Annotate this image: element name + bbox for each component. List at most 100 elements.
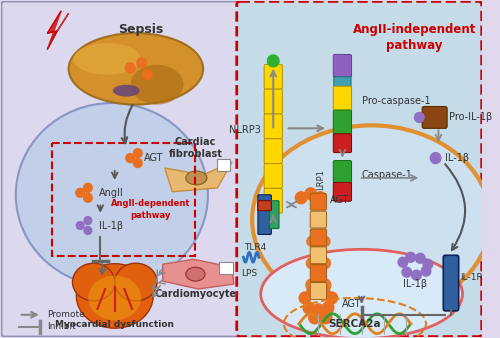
Text: LRP1: LRP1 xyxy=(316,169,325,190)
Circle shape xyxy=(307,237,316,246)
Circle shape xyxy=(305,188,316,200)
Circle shape xyxy=(312,284,324,296)
Ellipse shape xyxy=(130,65,184,104)
Circle shape xyxy=(320,237,330,246)
Circle shape xyxy=(326,292,338,304)
Text: AngII-independent
pathway: AngII-independent pathway xyxy=(353,23,476,52)
Text: IL-1β: IL-1β xyxy=(403,279,427,289)
Circle shape xyxy=(314,241,323,251)
FancyBboxPatch shape xyxy=(2,1,240,337)
Text: AngII: AngII xyxy=(100,188,124,198)
FancyBboxPatch shape xyxy=(264,139,282,164)
Circle shape xyxy=(314,192,326,204)
Ellipse shape xyxy=(261,249,462,338)
Circle shape xyxy=(318,286,330,298)
Text: Sepsis: Sepsis xyxy=(118,23,164,36)
FancyBboxPatch shape xyxy=(270,201,279,228)
Ellipse shape xyxy=(186,171,207,185)
Circle shape xyxy=(134,159,142,168)
FancyBboxPatch shape xyxy=(334,110,351,135)
Circle shape xyxy=(84,226,92,235)
FancyBboxPatch shape xyxy=(334,77,351,87)
Ellipse shape xyxy=(72,263,114,301)
Text: Promote: Promote xyxy=(48,310,85,319)
Circle shape xyxy=(313,263,324,274)
Ellipse shape xyxy=(252,125,490,314)
Circle shape xyxy=(309,312,320,324)
FancyBboxPatch shape xyxy=(310,229,326,246)
Circle shape xyxy=(303,302,314,314)
Circle shape xyxy=(320,258,330,269)
Circle shape xyxy=(402,267,411,277)
Polygon shape xyxy=(163,259,234,289)
Text: LPS: LPS xyxy=(241,269,258,278)
FancyBboxPatch shape xyxy=(236,1,482,337)
FancyBboxPatch shape xyxy=(422,106,447,128)
Text: Pro-caspase-1: Pro-caspase-1 xyxy=(362,96,430,105)
Text: TLR4: TLR4 xyxy=(244,243,266,252)
Circle shape xyxy=(306,279,318,291)
Circle shape xyxy=(307,286,318,298)
FancyBboxPatch shape xyxy=(216,159,230,171)
Circle shape xyxy=(406,252,415,262)
Circle shape xyxy=(312,304,324,316)
FancyBboxPatch shape xyxy=(334,54,351,77)
FancyBboxPatch shape xyxy=(310,193,326,210)
Circle shape xyxy=(416,253,425,263)
Polygon shape xyxy=(164,162,232,192)
Circle shape xyxy=(126,63,135,73)
FancyBboxPatch shape xyxy=(264,188,282,213)
Circle shape xyxy=(322,302,334,314)
Ellipse shape xyxy=(16,103,208,287)
FancyBboxPatch shape xyxy=(310,211,326,228)
Circle shape xyxy=(137,58,146,68)
FancyBboxPatch shape xyxy=(264,64,282,89)
Text: AGT: AGT xyxy=(144,153,163,163)
Text: Myocardial dysfunction: Myocardial dysfunction xyxy=(55,320,174,329)
Text: SERCA2a: SERCA2a xyxy=(328,319,381,329)
FancyBboxPatch shape xyxy=(444,255,458,311)
Text: AngII-dependent
pathway: AngII-dependent pathway xyxy=(110,199,190,220)
Circle shape xyxy=(320,312,332,324)
Ellipse shape xyxy=(186,267,205,281)
Text: Cardiomyocyte: Cardiomyocyte xyxy=(154,289,236,299)
Circle shape xyxy=(398,257,407,267)
Circle shape xyxy=(430,153,441,164)
FancyBboxPatch shape xyxy=(220,262,233,274)
Circle shape xyxy=(306,258,317,269)
FancyBboxPatch shape xyxy=(334,134,351,153)
Circle shape xyxy=(126,154,134,163)
Circle shape xyxy=(412,270,421,280)
Circle shape xyxy=(421,266,431,276)
Circle shape xyxy=(84,184,92,192)
Circle shape xyxy=(84,193,92,202)
Circle shape xyxy=(142,70,152,80)
Polygon shape xyxy=(48,11,68,49)
Circle shape xyxy=(296,192,307,204)
Circle shape xyxy=(268,55,279,67)
Circle shape xyxy=(423,259,432,269)
Circle shape xyxy=(299,292,310,304)
Circle shape xyxy=(84,217,92,224)
Text: IL-1β: IL-1β xyxy=(445,153,469,163)
Text: AGT: AGT xyxy=(330,195,349,205)
FancyBboxPatch shape xyxy=(310,247,326,264)
Circle shape xyxy=(76,188,84,197)
FancyBboxPatch shape xyxy=(258,201,272,211)
Circle shape xyxy=(134,149,142,158)
Text: Inhibit: Inhibit xyxy=(48,322,76,331)
Text: Pro-IL-1β: Pro-IL-1β xyxy=(449,113,492,122)
Ellipse shape xyxy=(113,85,140,97)
FancyBboxPatch shape xyxy=(334,183,351,201)
Text: IL-1β: IL-1β xyxy=(100,220,124,231)
Text: IL-1R: IL-1R xyxy=(460,273,483,282)
FancyBboxPatch shape xyxy=(264,114,282,139)
Ellipse shape xyxy=(74,43,140,75)
Text: Caspase-1: Caspase-1 xyxy=(362,170,412,180)
Circle shape xyxy=(414,113,424,122)
Ellipse shape xyxy=(76,264,153,328)
FancyBboxPatch shape xyxy=(264,89,282,114)
Text: AGT: AGT xyxy=(342,299,361,309)
Ellipse shape xyxy=(68,33,203,104)
Circle shape xyxy=(320,279,331,291)
